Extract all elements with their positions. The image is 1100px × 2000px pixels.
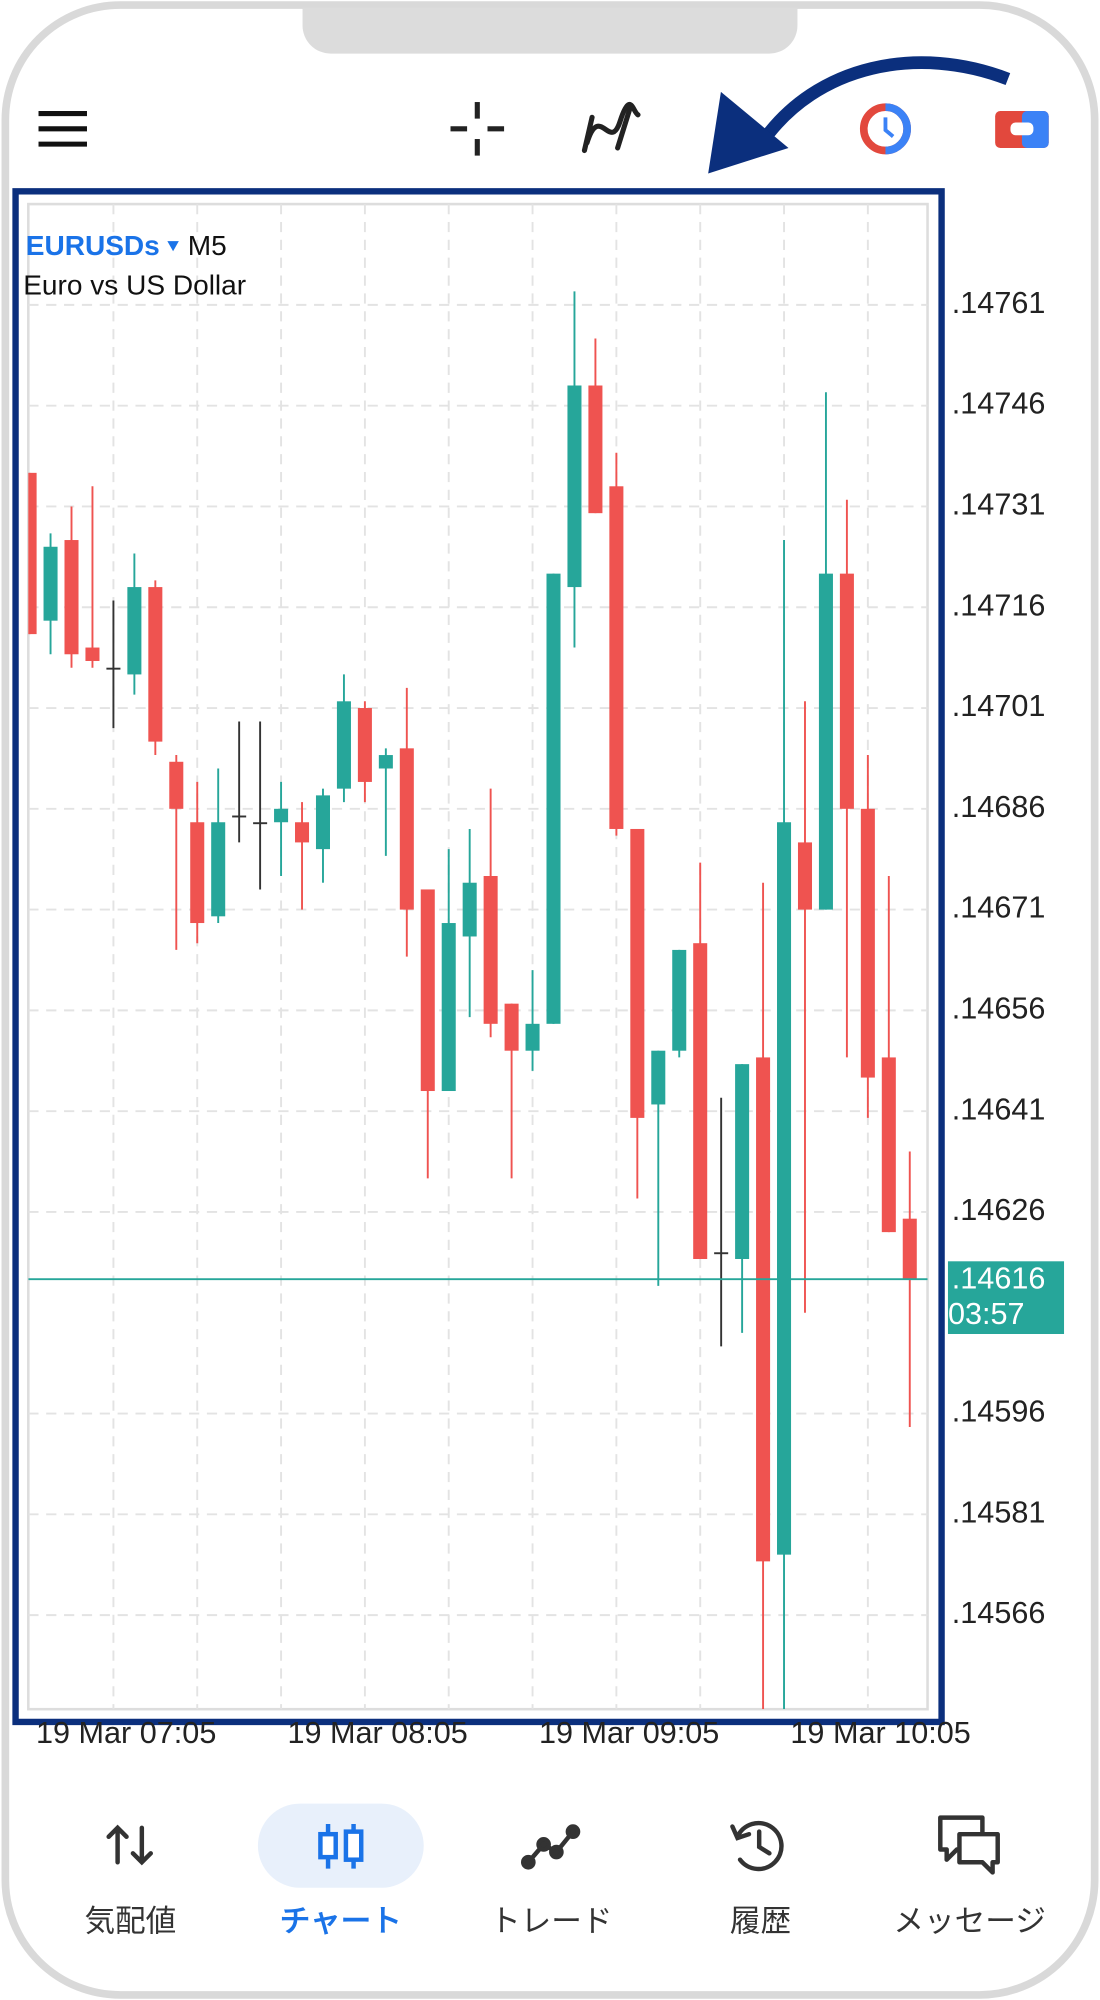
annotation-arrow — [756, 56, 1011, 147]
candle-body — [756, 1057, 771, 1562]
candle-body — [504, 1003, 519, 1051]
candle-body — [881, 1057, 896, 1233]
messages-icon[interactable] — [938, 1815, 1000, 1875]
candle-body — [902, 1218, 917, 1280]
crosshair-button[interactable] — [450, 102, 505, 156]
y-tick-label: .14716 — [952, 588, 1046, 622]
candle-body — [148, 587, 163, 742]
candle-body — [274, 808, 289, 823]
symbol-dropdown[interactable] — [167, 241, 179, 252]
timeframe[interactable]: M5 — [188, 230, 227, 261]
candle-body — [336, 701, 351, 789]
candle-body — [525, 1023, 540, 1051]
candle-body — [839, 573, 854, 809]
y-tick-label: .14731 — [952, 488, 1046, 522]
candle-body — [315, 795, 331, 850]
candle-body — [630, 828, 645, 1118]
trade-icon[interactable] — [520, 1824, 581, 1870]
candle-body — [651, 1050, 666, 1105]
account-button[interactable] — [995, 110, 1049, 148]
candle-body — [85, 647, 100, 661]
plot-content — [28, 204, 928, 1710]
x-tick-label: 19 Mar 10:05 — [790, 1716, 970, 1750]
y-tick-label: .14671 — [952, 891, 1046, 925]
y-tick-label: .14761 — [952, 286, 1046, 320]
y-tick-label: .14596 — [952, 1395, 1046, 1429]
current-price-box — [947, 1261, 1065, 1335]
y-tick-label: .14626 — [952, 1193, 1046, 1227]
active-tab-indicator — [257, 1803, 424, 1888]
nav-label[interactable]: チャート — [280, 1905, 402, 1939]
candle-body — [420, 889, 435, 1092]
symbol[interactable]: EURUSDs — [26, 230, 160, 261]
x-tick-label: 19 Mar 08:05 — [287, 1716, 467, 1750]
x-tick-label: 19 Mar 09:05 — [539, 1716, 719, 1750]
candle-body — [609, 486, 624, 829]
y-tick-label: .14686 — [952, 790, 1046, 824]
candle-body — [64, 540, 79, 655]
chart-icon[interactable] — [318, 1823, 364, 1869]
candle-body — [693, 943, 708, 1259]
candle-body — [860, 808, 875, 1078]
nav-label[interactable]: 履歴 — [730, 1905, 791, 1939]
candle-body — [777, 822, 792, 1555]
candle-body — [441, 923, 456, 1092]
candle-body — [295, 822, 310, 843]
candle-body — [211, 822, 226, 917]
candle-body — [462, 882, 477, 937]
candle-body — [588, 385, 603, 514]
candle-body — [818, 573, 833, 910]
y-tick-label: .14641 — [952, 1092, 1046, 1126]
highlight-frame — [12, 188, 945, 1726]
candle-body — [567, 385, 582, 588]
y-tick-label: .14581 — [952, 1495, 1046, 1529]
candle-body — [232, 815, 247, 818]
candle-body — [127, 587, 142, 675]
candle-body — [483, 876, 498, 1024]
trade-history-button[interactable] — [859, 103, 911, 155]
x-tick-label: 19 Mar 07:05 — [36, 1716, 216, 1750]
chart — [27, 202, 929, 1711]
y-tick-label: .14566 — [952, 1596, 1046, 1630]
candle-body — [797, 842, 813, 910]
candle-body — [43, 546, 58, 621]
annotation-arrowhead — [708, 91, 789, 174]
candle-body — [106, 667, 121, 670]
y-tick-label: .14746 — [952, 387, 1046, 421]
notch — [302, 7, 798, 54]
candle-body — [378, 755, 393, 769]
candle-body — [357, 708, 372, 782]
candle-body — [735, 1064, 750, 1259]
menu-button[interactable] — [38, 110, 87, 147]
y-tick-label: .14656 — [952, 991, 1046, 1025]
nav-label[interactable]: メッセージ — [893, 1905, 1045, 1939]
candle-body — [672, 949, 687, 1051]
candle-body — [28, 472, 37, 635]
history-icon[interactable] — [730, 1820, 784, 1872]
candle-body — [399, 748, 414, 910]
candle-body — [253, 822, 268, 825]
indicator-button[interactable] — [581, 101, 641, 154]
nav-label[interactable]: 気配値 — [84, 1905, 176, 1939]
y-tick-label: .14701 — [952, 689, 1046, 723]
quotes-icon[interactable] — [106, 1824, 153, 1866]
candle-body — [169, 761, 184, 809]
plot-area — [27, 202, 929, 1711]
symbol-description: Euro vs US Dollar — [23, 269, 246, 300]
candle-body — [546, 573, 561, 1024]
countdown: 03:57 — [948, 1297, 1025, 1331]
nav-label[interactable]: トレード — [490, 1905, 612, 1939]
candle-body — [714, 1252, 729, 1255]
candle-body — [190, 822, 205, 924]
current-price-label: .14616 — [952, 1262, 1046, 1296]
